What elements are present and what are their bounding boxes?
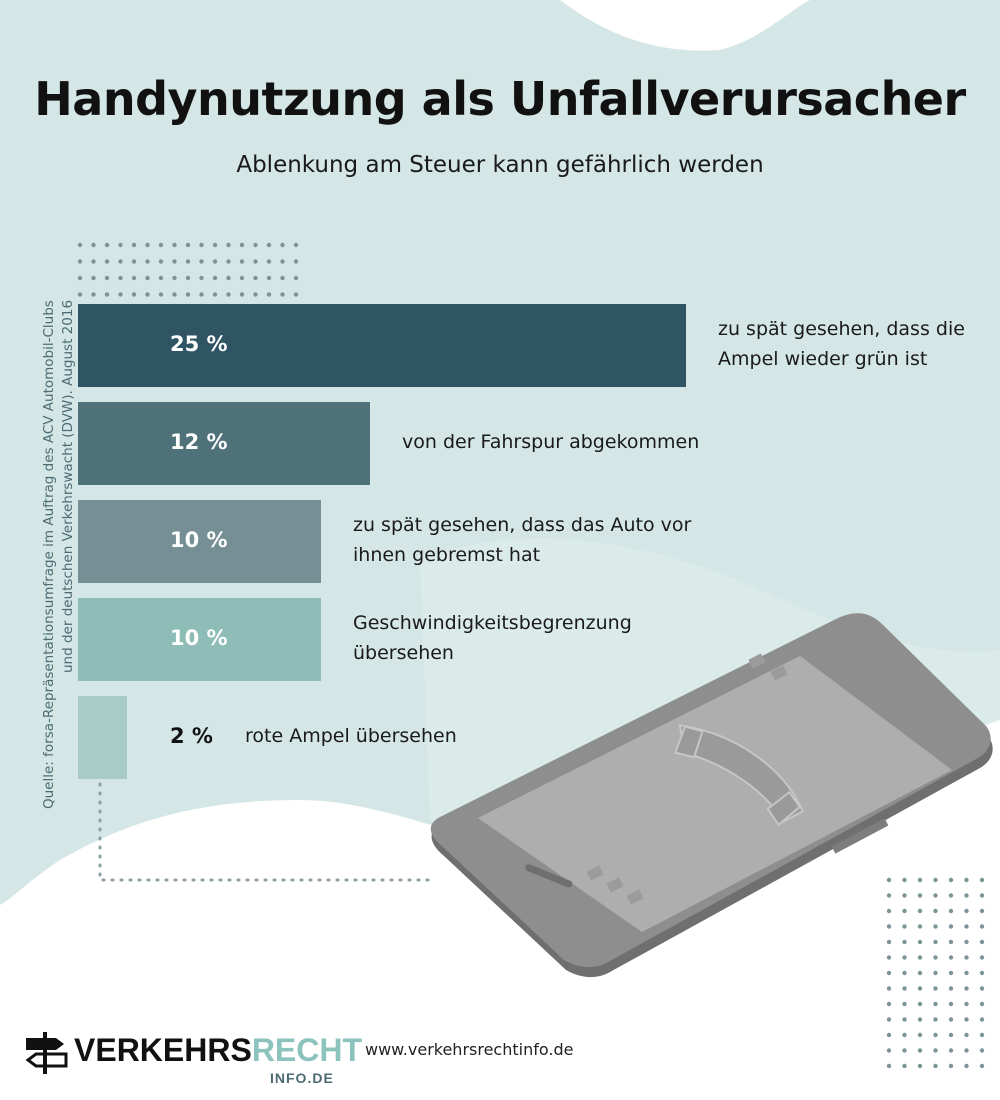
source-line-1: Quelle: forsa-Repräsentationsumfrage im … xyxy=(41,300,57,809)
phone-illustration xyxy=(430,613,993,978)
bar-category-label-2: von der Fahrspur abgekommen xyxy=(402,430,700,453)
chart-subtitle: Ablenkung am Steuer kann gefährlich werd… xyxy=(236,152,764,178)
source-line-2: und der deutschen Verkehrswacht (DVW). A… xyxy=(60,300,76,674)
bar-value-label-3: 10 % xyxy=(170,527,228,552)
chart-title: Handynutzung als Unfallverursacher xyxy=(34,72,966,126)
signpost-icon xyxy=(25,1032,68,1074)
phone-screen-shade xyxy=(478,656,952,932)
bar-category-label-1: zu spät gesehen, dass die Ampel wieder gr… xyxy=(718,317,965,370)
bar-2 xyxy=(78,402,370,485)
logo-wordmark: VERKEHRSRECHT xyxy=(74,1032,362,1069)
bar-value-label-2: 12 % xyxy=(170,429,228,454)
bar-1 xyxy=(78,304,686,387)
phone-side-button xyxy=(831,818,889,854)
bar-4 xyxy=(78,598,321,681)
phone-app-icons xyxy=(586,653,788,905)
logo-word-accent: RECHT xyxy=(251,1032,363,1068)
bar-value-label-5: 2 % xyxy=(170,723,213,748)
website-link[interactable]: www.verkehrsrechtinfo.de xyxy=(365,1040,574,1059)
bar-category-label-3: zu spät gesehen, dass das Auto vor ihnen … xyxy=(353,513,692,566)
logo-word-dark: VERKEHRS xyxy=(74,1032,252,1068)
source-note: Quelle: forsa-Repräsentationsumfrage im … xyxy=(40,300,80,860)
logo-subtext: INFO.DE xyxy=(270,1070,334,1086)
phone-handset-icon xyxy=(674,724,805,827)
phone-speaker xyxy=(525,864,573,888)
bar-5 xyxy=(78,696,127,779)
bar-value-label-1: 25 % xyxy=(170,331,228,356)
bar-3 xyxy=(78,500,321,583)
bar-category-label-4: Geschwindigkeitsbegrenzung übersehen xyxy=(353,611,632,664)
brand-logo[interactable]: VERKEHRSRECHT INFO.DE xyxy=(22,1028,362,1088)
bar-value-label-4: 10 % xyxy=(170,625,228,650)
bar-category-label-5: rote Ampel übersehen xyxy=(245,724,457,747)
